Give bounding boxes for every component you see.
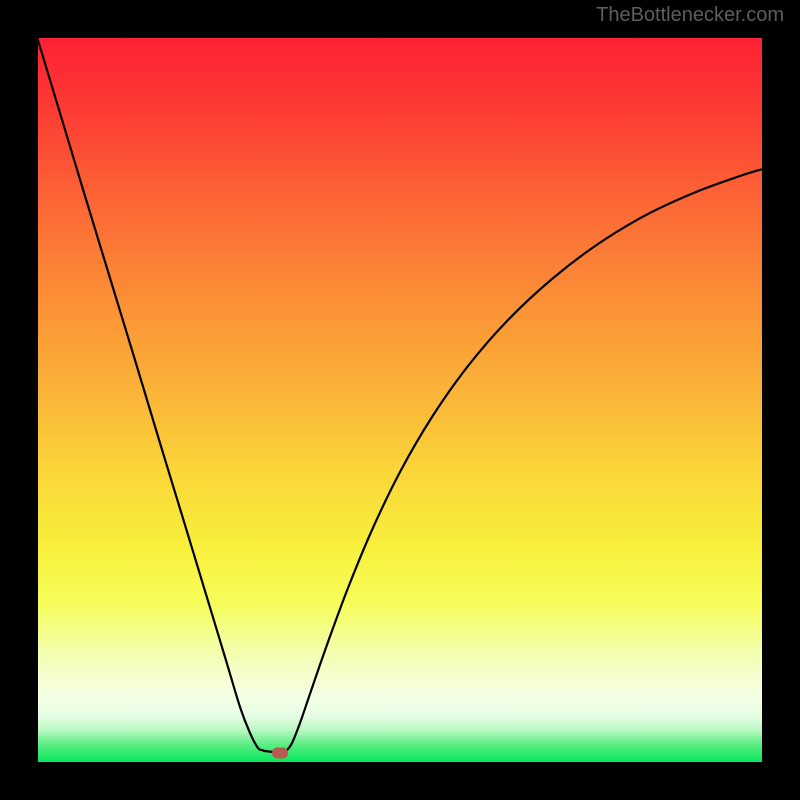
minimum-marker xyxy=(272,748,288,759)
watermark-text: TheBottlenecker.com xyxy=(596,4,784,27)
chart-container: TheBottlenecker.com xyxy=(0,0,800,800)
bottleneck-chart xyxy=(0,0,800,800)
